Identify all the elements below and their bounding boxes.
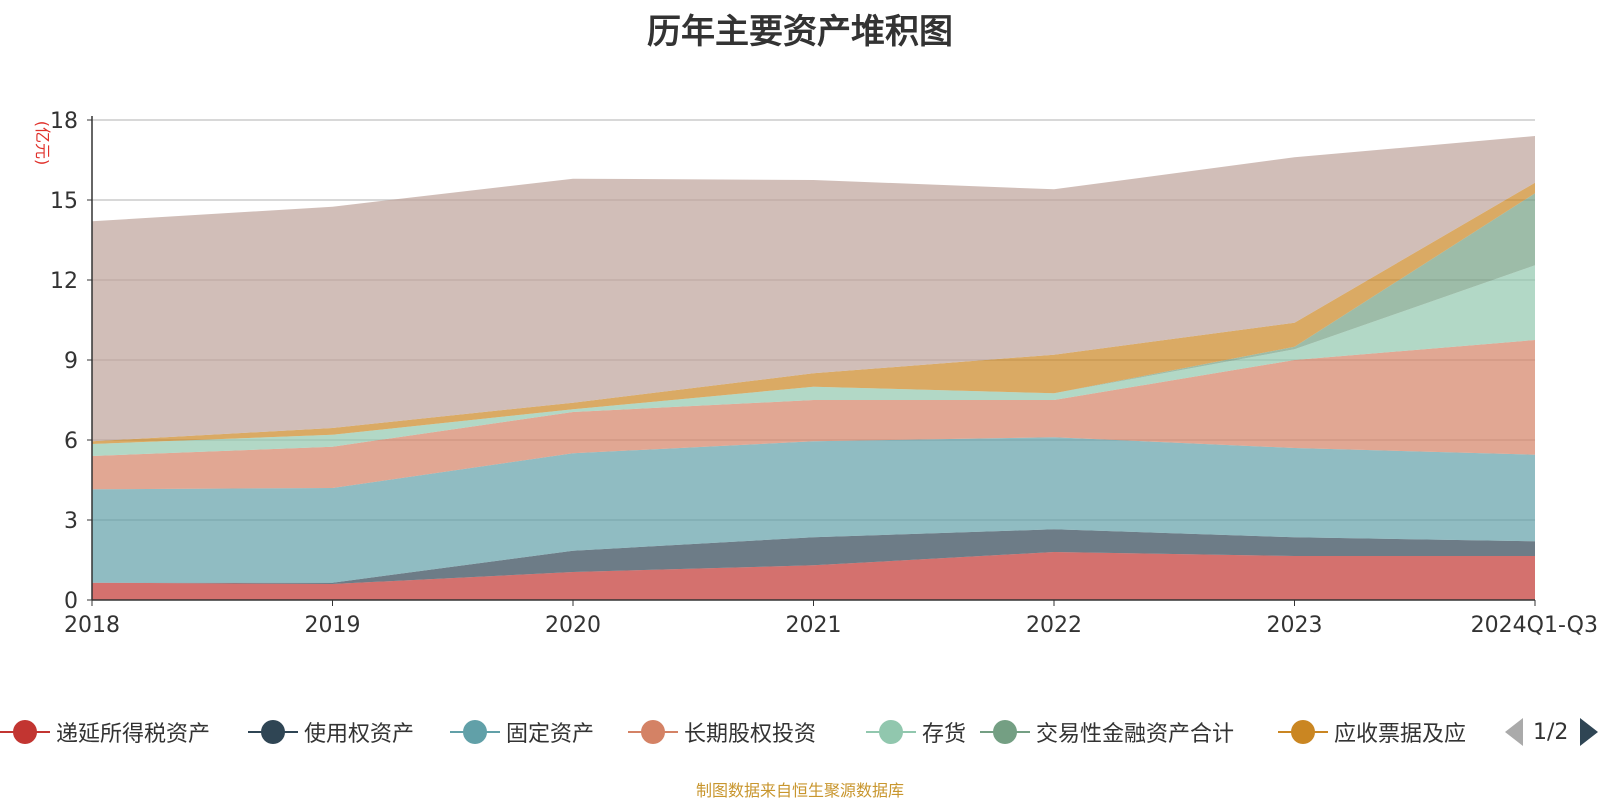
- previous-page-icon[interactable]: [1505, 718, 1523, 746]
- legend-item[interactable]: 固定资产: [450, 712, 594, 752]
- y-tick-label: 18: [50, 109, 78, 134]
- legend-label: 固定资产: [506, 722, 595, 747]
- axes: 0 3 6 9 12 15 18 2018 2019 2020 2021 2022 2023 2024Q1…: [50, 109, 1598, 638]
- area-series-0: [92, 552, 1535, 600]
- y-tick-label: 9: [64, 349, 78, 374]
- x-tick-label: 2018: [64, 613, 120, 638]
- chart-plot: 0 3 6 9 12 15 18 2018 2019 2020 2021 2022 2023 2024Q1…: [33, 109, 1598, 638]
- legend-marker-icon: [0, 719, 50, 745]
- legend-marker-icon: [628, 719, 678, 745]
- legend-item[interactable]: 存货: [866, 712, 966, 752]
- x-tick-label: 2020: [545, 613, 601, 638]
- y-tick-label: 15: [50, 189, 78, 214]
- series-areas: [92, 136, 1535, 600]
- area-series-2: [92, 437, 1535, 583]
- legend: 递延所得税资产 使用权资产 固定资产 长期股权投资 存货 交易性金融资产合计 应收票据及应 …: [0, 712, 1600, 752]
- legend-label: 交易性金融资产合计: [1036, 722, 1235, 747]
- y-tick-label: 6: [64, 429, 78, 454]
- area-series-3: [92, 340, 1535, 490]
- x-tick-label: 2023: [1267, 613, 1323, 638]
- legend-item[interactable]: 递延所得税资产: [0, 712, 210, 752]
- legend-label: 长期股权投资: [684, 722, 817, 747]
- legend-marker-icon: [248, 719, 298, 745]
- y-axis-label: (亿元): [33, 121, 52, 166]
- chart-title: 历年主要资产堆积图: [647, 12, 953, 52]
- legend-label: 递延所得税资产: [56, 722, 211, 747]
- legend-page-indicator: 1/2: [1533, 719, 1569, 745]
- legend-label: 使用权资产: [304, 722, 415, 747]
- next-page-icon[interactable]: [1580, 718, 1599, 746]
- legend-item[interactable]: 长期股权投资: [628, 712, 816, 752]
- legend-marker-icon: [866, 719, 916, 745]
- data-source-note: 制图数据来自恒生聚源数据库: [695, 781, 904, 800]
- x-tick-label: 2019: [305, 613, 361, 638]
- y-tick-label: 12: [50, 269, 78, 294]
- x-tick-label: 2021: [786, 613, 842, 638]
- x-tick-label: 2024Q1-Q3: [1471, 613, 1598, 638]
- y-tick-label: 0: [64, 589, 78, 614]
- legend-label: 存货: [922, 722, 967, 747]
- x-tick-label: 2022: [1026, 613, 1082, 638]
- legend-item[interactable]: 交易性金融资产合计: [980, 712, 1234, 752]
- area-series-7: [92, 136, 1535, 442]
- area-series-4: [92, 265, 1535, 456]
- legend-pager: 1/2: [1505, 712, 1599, 752]
- area-series-1: [92, 529, 1535, 584]
- y-tick-label: 3: [64, 509, 78, 534]
- legend-label: 应收票据及应: [1334, 722, 1467, 747]
- legend-marker-icon: [1278, 719, 1328, 745]
- legend-item[interactable]: 使用权资产: [248, 712, 414, 752]
- legend-item[interactable]: 应收票据及应: [1278, 712, 1466, 752]
- legend-marker-icon: [450, 719, 500, 745]
- legend-marker-icon: [980, 719, 1030, 745]
